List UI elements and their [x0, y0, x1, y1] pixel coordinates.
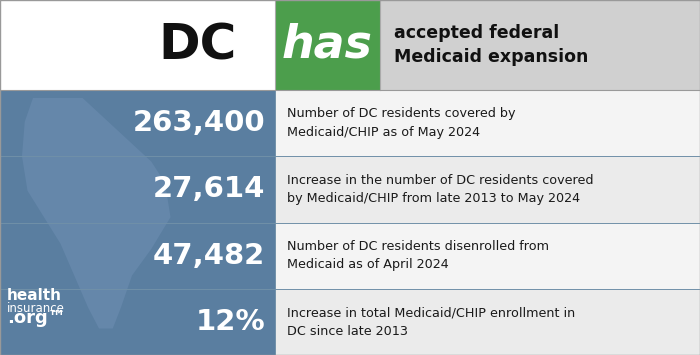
Bar: [275, 90, 700, 156]
Bar: [275, 223, 700, 289]
Text: health: health: [7, 288, 62, 303]
Bar: [0, 90, 275, 355]
Bar: [275, 156, 700, 223]
Bar: [0, 0, 275, 90]
Text: DC: DC: [159, 21, 237, 69]
Text: has: has: [282, 22, 373, 67]
Text: insurance: insurance: [7, 302, 65, 315]
Text: Number of DC residents covered by
Medicaid/CHIP as of May 2024: Number of DC residents covered by Medica…: [287, 107, 515, 139]
Text: Increase in total Medicaid/CHIP enrollment in
DC since late 2013: Increase in total Medicaid/CHIP enrollme…: [287, 306, 575, 338]
Text: 12%: 12%: [195, 308, 265, 336]
Bar: [275, 0, 380, 90]
Text: .org™: .org™: [7, 309, 66, 327]
Bar: [380, 0, 700, 90]
Text: Number of DC residents disenrolled from
Medicaid as of April 2024: Number of DC residents disenrolled from …: [287, 240, 549, 271]
Text: 47,482: 47,482: [153, 242, 265, 270]
Text: accepted federal
Medicaid expansion: accepted federal Medicaid expansion: [394, 23, 589, 66]
Bar: [275, 289, 700, 355]
Text: 263,400: 263,400: [132, 109, 265, 137]
Text: 27,614: 27,614: [153, 175, 265, 203]
Polygon shape: [22, 98, 171, 328]
Text: Increase in the number of DC residents covered
by Medicaid/CHIP from late 2013 t: Increase in the number of DC residents c…: [287, 174, 594, 205]
